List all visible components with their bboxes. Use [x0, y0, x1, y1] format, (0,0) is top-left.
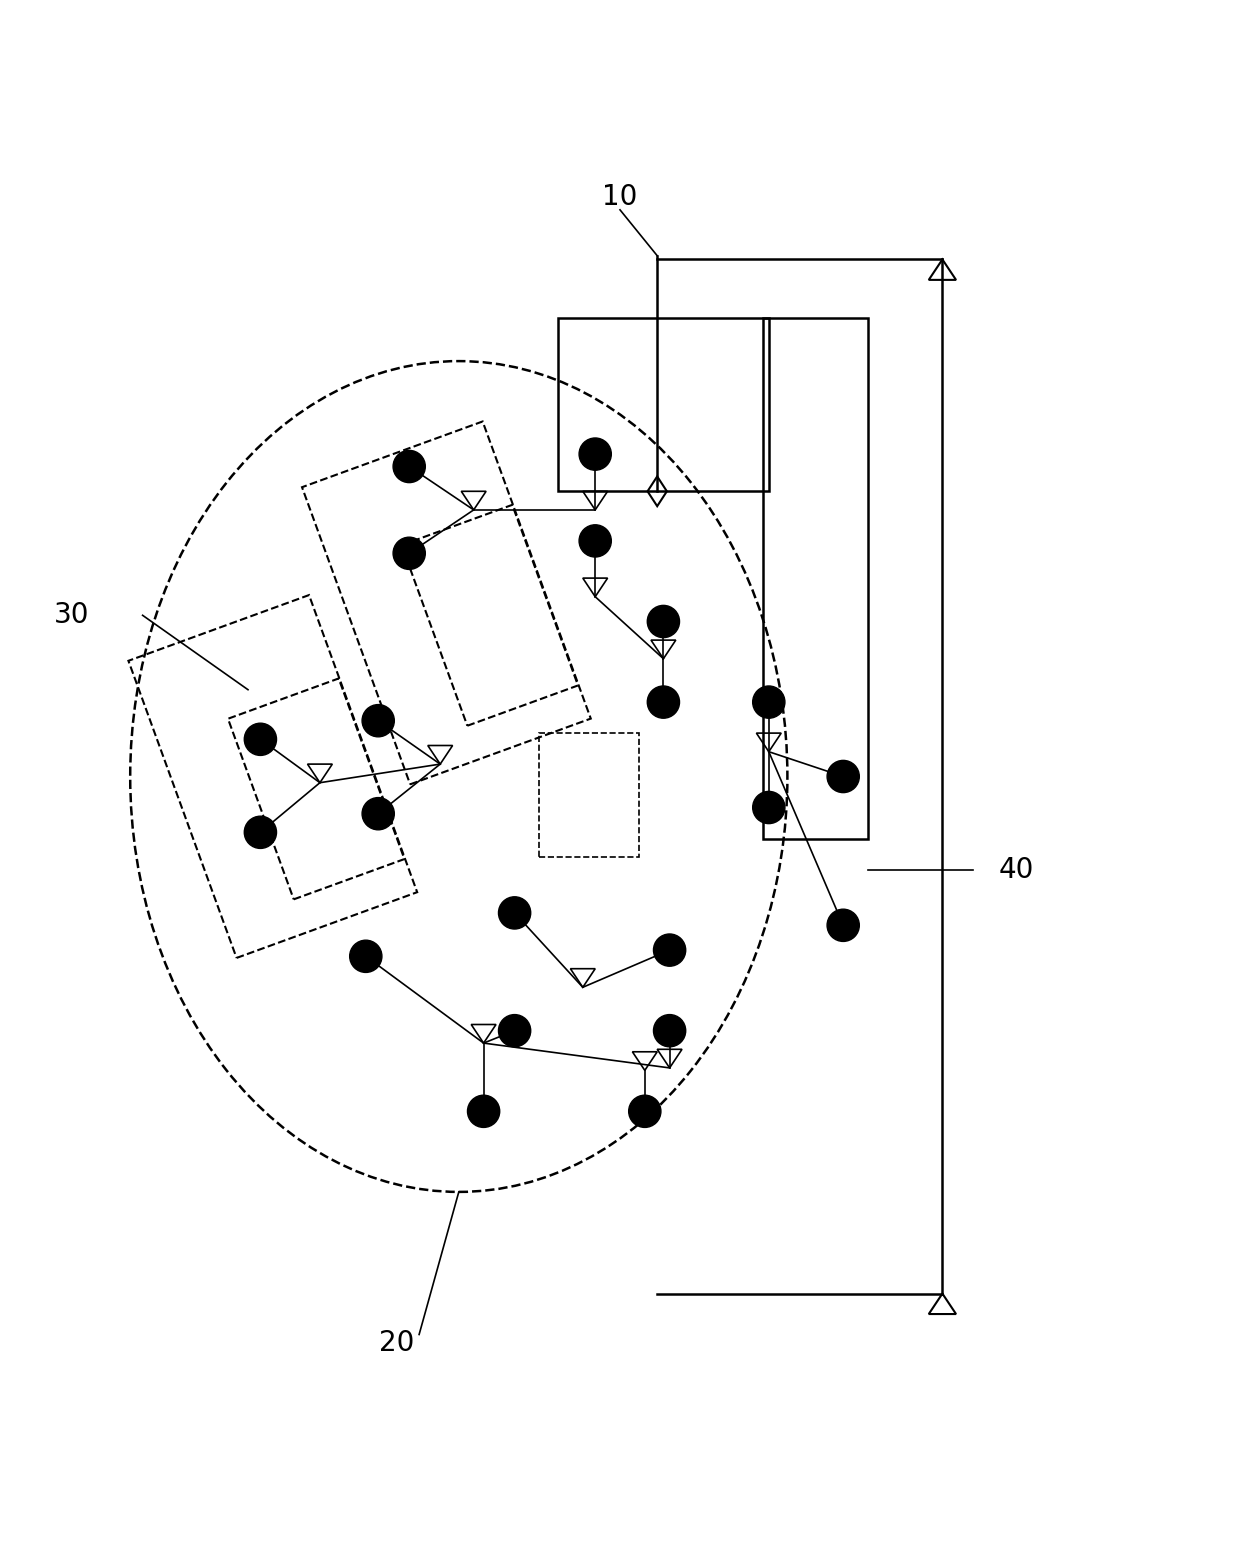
- Text: 10: 10: [603, 183, 637, 211]
- Circle shape: [653, 933, 686, 966]
- Text: 30: 30: [55, 601, 89, 629]
- Circle shape: [753, 792, 785, 823]
- Circle shape: [629, 1095, 661, 1127]
- Circle shape: [498, 1014, 531, 1047]
- Circle shape: [647, 686, 680, 717]
- Circle shape: [653, 1014, 686, 1047]
- Circle shape: [827, 909, 859, 941]
- Circle shape: [362, 705, 394, 736]
- Bar: [763, 318, 868, 839]
- Circle shape: [393, 537, 425, 570]
- Circle shape: [393, 450, 425, 483]
- Circle shape: [244, 724, 277, 755]
- Circle shape: [579, 438, 611, 471]
- Circle shape: [647, 606, 680, 638]
- Bar: [558, 318, 769, 491]
- Text: 20: 20: [379, 1329, 414, 1357]
- Circle shape: [244, 817, 277, 848]
- Circle shape: [579, 525, 611, 558]
- Circle shape: [827, 761, 859, 792]
- Text: 40: 40: [999, 856, 1034, 884]
- Circle shape: [362, 798, 394, 829]
- Bar: [539, 733, 639, 857]
- Circle shape: [467, 1095, 500, 1127]
- Circle shape: [350, 940, 382, 972]
- Circle shape: [498, 896, 531, 929]
- Circle shape: [753, 686, 785, 717]
